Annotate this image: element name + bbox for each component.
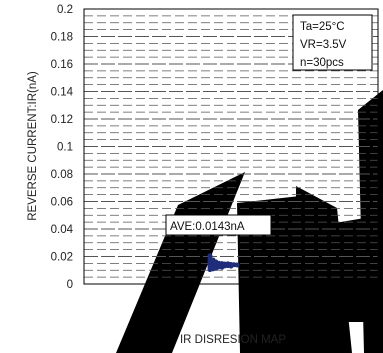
watermark-shape xyxy=(305,215,383,322)
y-tick-label: 0.08 xyxy=(51,169,73,181)
condition-voltage: VR=3.5V xyxy=(300,39,347,51)
data-points xyxy=(207,253,240,273)
condition-sample-count: n=30pcs xyxy=(300,57,344,69)
y-tick-label: 0.2 xyxy=(57,4,73,16)
y-tick-label: 0.02 xyxy=(51,252,73,264)
average-label: AVE:0.0143nA xyxy=(170,221,245,233)
condition-temperature: Ta=25°C xyxy=(300,21,345,33)
plot-area xyxy=(83,8,379,285)
y-tick-label: 0 xyxy=(67,279,73,291)
y-axis-ticks: 0 0.02 0.04 0.06 0.08 0.1 0.12 0.14 0.16 0.18 0.2 xyxy=(51,4,74,291)
y-tick-label: 0.06 xyxy=(51,197,73,209)
conditions-box: Ta=25°C VR=3.5V n=30pcs xyxy=(292,14,373,71)
y-tick-label: 0.16 xyxy=(51,59,73,71)
y-tick-label: 0.12 xyxy=(51,114,73,126)
data-point xyxy=(234,262,240,268)
x-axis-title: IR DISRESION MAP xyxy=(180,334,286,346)
y-tick-label: 0.14 xyxy=(51,87,74,99)
y-axis-title: REVERSE CURRENT:IR(nA) xyxy=(27,71,39,221)
y-tick-label: 0.1 xyxy=(57,142,73,154)
y-tick-label: 0.18 xyxy=(51,32,73,44)
average-box: AVE:0.0143nA xyxy=(165,214,272,236)
y-tick-label: 0.04 xyxy=(51,224,74,236)
